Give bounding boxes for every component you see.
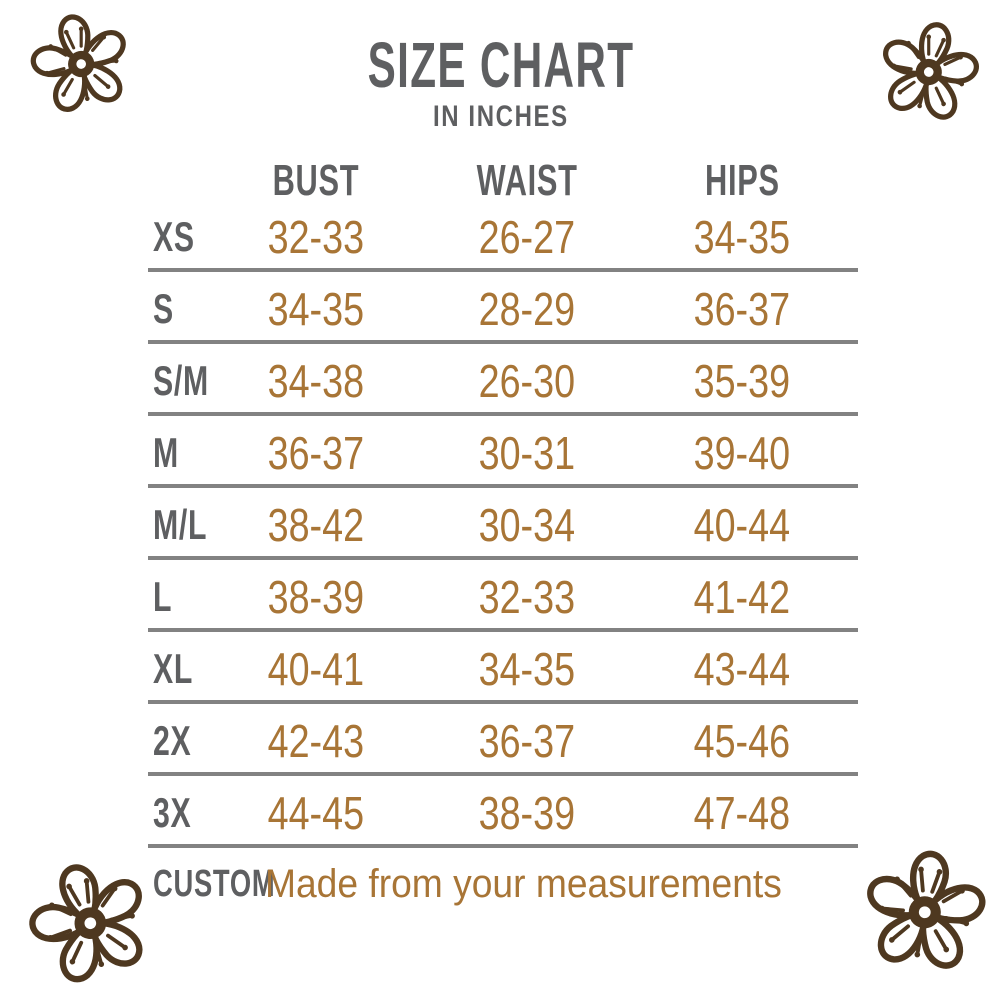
table-row-xs: XS 32-33 26-27 34-35 [148, 200, 858, 272]
hips-value: 47-48 [693, 787, 791, 839]
hips-value: 45-46 [693, 715, 791, 767]
size-label: XL [153, 645, 194, 692]
custom-size-label: CUSTOM [153, 862, 276, 905]
waist-value: 36-37 [478, 715, 576, 767]
table-row-sm: S/M 34-38 26-30 35-39 [148, 344, 858, 416]
table-row-2x: 2X 42-43 36-37 45-46 [148, 704, 858, 776]
size-label: 3X [153, 789, 192, 836]
waist-value: 30-31 [478, 427, 576, 479]
table-row-l: L 38-39 32-33 41-42 [148, 560, 858, 632]
hips-value: 43-44 [693, 643, 791, 695]
waist-value: 28-29 [478, 283, 576, 335]
size-label: S [153, 285, 174, 332]
size-label: M/L [153, 501, 208, 548]
waist-value: 26-27 [478, 211, 576, 263]
hips-value: 39-40 [693, 427, 791, 479]
bust-value: 34-35 [267, 283, 364, 335]
header-bust: BUST [272, 156, 359, 205]
size-label: M [153, 429, 179, 476]
waist-value: 30-34 [478, 499, 576, 551]
hips-value: 40-44 [693, 499, 791, 551]
table-body: XS 32-33 26-27 34-35 S 34-35 28-29 36-37… [148, 200, 858, 848]
hips-value: 41-42 [693, 571, 791, 623]
page-subtitle: IN INCHES [432, 100, 569, 133]
waist-value: 34-35 [478, 643, 576, 695]
table-row-3x: 3X 44-45 38-39 47-48 [148, 776, 858, 848]
bust-value: 38-39 [267, 571, 364, 623]
size-label: 2X [153, 717, 192, 764]
hips-value: 35-39 [693, 355, 791, 407]
bust-value: 44-45 [267, 787, 364, 839]
table-row-ml: M/L 38-42 30-34 40-44 [148, 488, 858, 560]
bust-value: 40-41 [267, 643, 364, 695]
flower-icon-bottom-right [836, 822, 1001, 1000]
bust-value: 42-43 [267, 715, 364, 767]
table-header-row: BUST WAIST HIPS [148, 156, 858, 205]
header-waist: WAIST [476, 156, 578, 205]
custom-size-description: Made from your measurements [265, 861, 782, 906]
waist-value: 38-39 [478, 787, 576, 839]
header-hips: HIPS [704, 156, 780, 205]
size-label: L [153, 573, 173, 620]
hips-value: 36-37 [693, 283, 791, 335]
bust-value: 32-33 [267, 211, 364, 263]
bust-value: 36-37 [267, 427, 364, 479]
page-title: SIZE CHART [367, 29, 634, 101]
table-row-xl: XL 40-41 34-35 43-44 [148, 632, 858, 704]
bust-value: 34-38 [267, 355, 364, 407]
table-row-custom: CUSTOM Made from your measurements [148, 848, 858, 920]
table-row-m: M 36-37 30-31 39-40 [148, 416, 858, 488]
waist-value: 26-30 [478, 355, 576, 407]
size-label: S/M [153, 357, 209, 404]
bust-value: 38-42 [267, 499, 364, 551]
waist-value: 32-33 [478, 571, 576, 623]
size-label: XS [153, 213, 195, 260]
table-row-s: S 34-35 28-29 36-37 [148, 272, 858, 344]
hips-value: 34-35 [693, 211, 791, 263]
